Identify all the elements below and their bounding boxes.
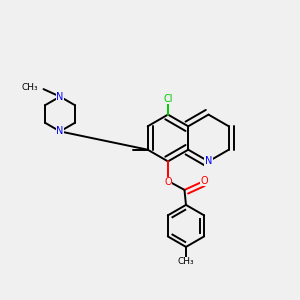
Text: CH₃: CH₃ xyxy=(178,257,194,266)
Text: O: O xyxy=(164,177,172,188)
Text: O: O xyxy=(201,176,208,186)
Text: N: N xyxy=(56,92,64,102)
Text: CH₃: CH₃ xyxy=(22,83,38,92)
Text: Cl: Cl xyxy=(163,94,173,104)
Text: N: N xyxy=(205,156,212,167)
Text: N: N xyxy=(56,126,64,136)
